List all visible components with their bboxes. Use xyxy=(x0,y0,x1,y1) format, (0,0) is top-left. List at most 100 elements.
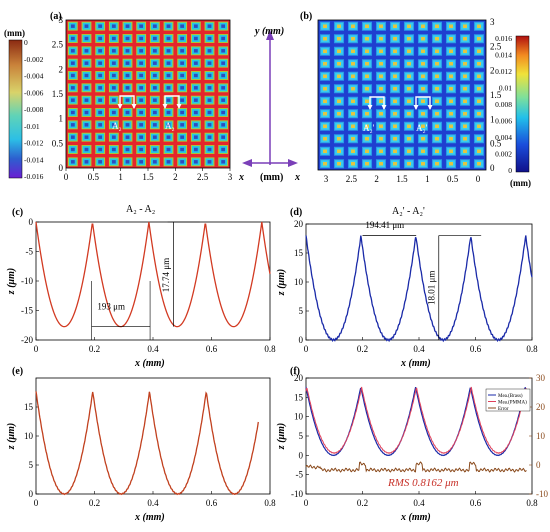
cell-core xyxy=(180,98,185,102)
cell-core xyxy=(152,98,157,102)
panel-label-f: (f) xyxy=(290,366,300,377)
cell-core xyxy=(70,61,75,65)
cell-core xyxy=(111,135,116,139)
y-tick-label: 0 xyxy=(299,450,304,460)
colorbar-a-title: (mm) xyxy=(4,28,25,38)
cell-core xyxy=(180,49,185,53)
cell-core xyxy=(379,49,383,53)
y2-tick-label: 10 xyxy=(536,431,546,441)
cell-core xyxy=(111,110,116,115)
colorbar-b xyxy=(515,35,530,173)
cell-core xyxy=(379,124,383,128)
cell-core xyxy=(351,162,355,166)
marker-arrow xyxy=(176,104,182,109)
cell-core xyxy=(393,24,397,28)
cell-core xyxy=(421,137,425,141)
c-depth-label: 17.74 μm xyxy=(161,258,171,292)
plot-frame xyxy=(35,221,271,341)
cell-core xyxy=(379,24,383,28)
arrowhead xyxy=(266,30,274,40)
cell-core xyxy=(207,135,212,139)
cell-core xyxy=(351,24,355,28)
marker-bracket xyxy=(369,96,385,109)
b-y-tick-label: 0 xyxy=(490,163,495,173)
cell-core xyxy=(379,99,383,103)
cell-core xyxy=(393,87,397,91)
cell-core xyxy=(193,49,198,53)
a-x-tick-label: 0 xyxy=(64,172,69,182)
cell-core xyxy=(407,24,411,28)
cell-core xyxy=(221,135,226,139)
marker-arrow xyxy=(413,105,419,110)
cell-core xyxy=(477,99,481,103)
cell-core xyxy=(98,61,103,65)
cell-core xyxy=(393,137,397,141)
cell-core xyxy=(111,24,116,28)
b-x-tick-label: 3 xyxy=(324,174,329,184)
colorbar-a-tick: -0.008 xyxy=(24,105,44,114)
cell-core xyxy=(84,110,89,115)
cell-core xyxy=(421,162,425,166)
cell-core xyxy=(166,110,171,115)
cell-core xyxy=(111,49,116,53)
cell-core xyxy=(407,162,411,166)
cell-core xyxy=(365,37,369,41)
plot-c xyxy=(35,221,271,341)
cell-core xyxy=(207,123,212,127)
cell-core xyxy=(463,149,467,153)
cell-core xyxy=(407,87,411,91)
cell-core xyxy=(111,160,116,164)
y-tick-label: 20 xyxy=(294,219,304,229)
cell-core xyxy=(421,49,425,53)
colorbar-a-tick: -0.012 xyxy=(24,139,44,148)
cell-core xyxy=(84,36,89,41)
cell-core xyxy=(351,87,355,91)
a-y-tick-label: 1 xyxy=(59,114,64,124)
cell-core xyxy=(421,112,425,116)
cell-core xyxy=(125,86,130,90)
cell-core xyxy=(193,24,198,28)
cell-core xyxy=(365,74,369,78)
marker-label-b2: A₂' xyxy=(416,123,428,133)
cell-core xyxy=(84,98,89,102)
cell-core xyxy=(351,149,355,153)
x-tick-label: 0.2 xyxy=(89,344,100,354)
cell-core xyxy=(407,49,411,53)
x-axis-title: x (mm) xyxy=(134,358,165,369)
cell-core xyxy=(337,124,341,128)
cell-core xyxy=(365,24,369,28)
cell-core xyxy=(323,124,327,128)
cell-core xyxy=(365,149,369,153)
cell-core xyxy=(70,160,75,164)
cell-core xyxy=(166,49,171,53)
cell-core xyxy=(463,24,467,28)
cell-core xyxy=(221,61,226,65)
cell-core xyxy=(98,160,103,164)
cell-core xyxy=(393,74,397,78)
cell-core xyxy=(365,112,369,116)
cell-core xyxy=(435,99,439,103)
cell-core xyxy=(70,86,75,90)
cell-core xyxy=(84,123,89,127)
y-tick-label: -10 xyxy=(291,489,303,499)
marker-arrow xyxy=(427,105,433,110)
cell-core xyxy=(98,36,103,41)
axis-x-label-right: x xyxy=(294,172,300,183)
x-tick-label: 0.8 xyxy=(264,498,276,508)
y-tick-label: 10 xyxy=(294,412,304,422)
cell-core xyxy=(323,62,327,66)
cell-core xyxy=(435,149,439,153)
cell-core xyxy=(393,49,397,53)
cell-core xyxy=(351,37,355,41)
cell-core xyxy=(84,73,89,78)
cell-core xyxy=(98,135,103,139)
cell-core xyxy=(463,49,467,53)
colorbar-b-title: (mm) xyxy=(510,178,531,188)
heatmap-b-frame xyxy=(317,19,487,171)
cell-core xyxy=(421,62,425,66)
cell-core xyxy=(393,162,397,166)
heatmap-background xyxy=(318,20,486,170)
cell-core xyxy=(139,49,144,53)
cell-core xyxy=(407,62,411,66)
a-y-tick-label: 0 xyxy=(59,163,64,173)
